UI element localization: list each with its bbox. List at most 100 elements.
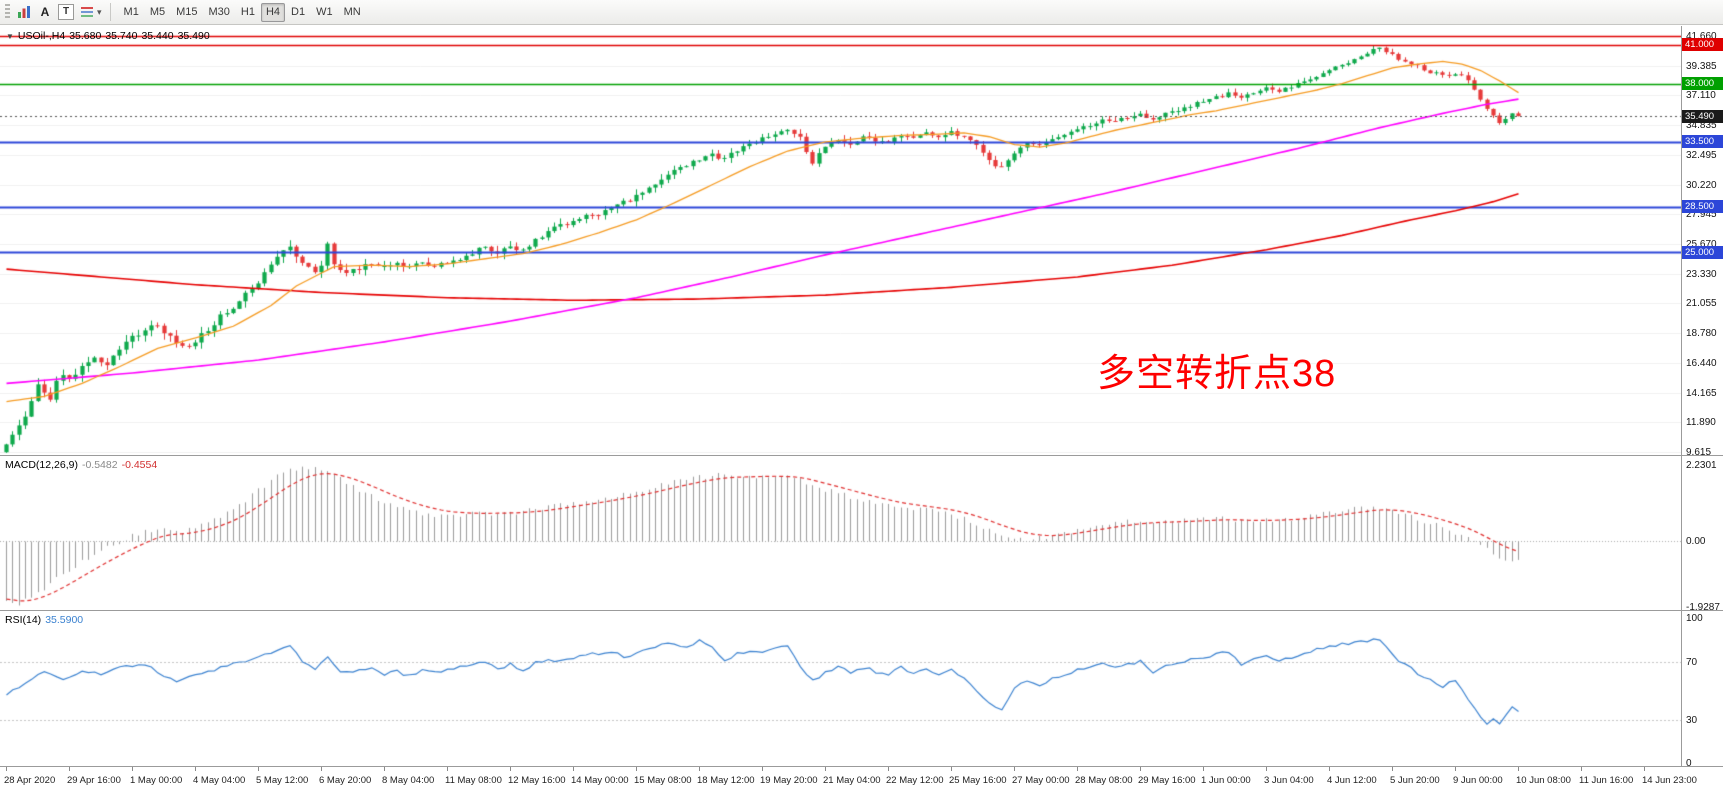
time-axis-label: 12 May 16:00: [508, 775, 566, 786]
ohlc-high: 35.740: [105, 30, 138, 42]
time-axis-tick: [573, 767, 574, 771]
time-axis-label: 21 May 04:00: [823, 775, 881, 786]
time-axis-tick: [132, 767, 133, 771]
time-axis-label: 1 Jun 00:00: [1201, 775, 1251, 786]
new-chart-icon[interactable]: [15, 3, 33, 22]
macd-scale[interactable]: 2.2301 0.00 -1.9287: [1681, 456, 1723, 613]
toolbar-separator: [109, 3, 111, 21]
time-axis-tick: [888, 767, 889, 771]
time-axis-label: 28 Apr 2020: [4, 775, 56, 786]
time-axis-tick: [510, 767, 511, 771]
time-axis-tick: [951, 767, 952, 771]
macd-scale-label: 2.2301: [1686, 460, 1717, 471]
time-axis-label: 11 May 08:00: [445, 775, 502, 786]
rsi-value: 35.5900: [45, 614, 84, 626]
time-axis-label: 8 May 04:00: [382, 775, 435, 786]
price-level-badge[interactable]: 25.000: [1682, 245, 1723, 259]
time-axis-tick: [447, 767, 448, 771]
time-axis-tick: [1266, 767, 1267, 771]
toolbar: A T ▾ M1 M5 M15 M30 H1 H4 D1 W1 MN: [0, 0, 1723, 25]
price-level-badge[interactable]: 33.500: [1682, 135, 1723, 149]
rsi-panel: RSI(14) 35.5900 100 70 30 0: [0, 610, 1723, 769]
tf-button-h4[interactable]: H4: [260, 2, 286, 22]
chart-annotation: 多空转折点38: [1097, 353, 1337, 395]
time-axis-tick: [1581, 767, 1582, 771]
time-axis-label: 4 May 04:00: [193, 775, 246, 786]
time-axis-tick: [1014, 767, 1015, 771]
time-axis-tick: [1077, 767, 1078, 771]
price-scale-label: 41.660: [1686, 31, 1717, 42]
tf-button-h1[interactable]: H1: [240, 6, 255, 18]
price-chart-canvas[interactable]: [0, 26, 1681, 455]
tf-button-m5[interactable]: M5: [149, 6, 166, 18]
time-axis-tick: [1329, 767, 1330, 771]
tf-button-w1[interactable]: W1: [316, 6, 333, 18]
rsi-scale-label: 30: [1686, 714, 1698, 726]
price-scale-label: 23.330: [1686, 268, 1717, 280]
price-scale-label: 14.165: [1686, 387, 1717, 399]
macd-scale-label: 0.00: [1686, 536, 1706, 548]
time-axis-tick: [1644, 767, 1645, 771]
rsi-canvas[interactable]: [0, 611, 1681, 766]
time-axis-label: 28 May 08:00: [1075, 775, 1133, 786]
time-axis-label: 6 May 20:00: [319, 775, 372, 786]
rsi-scale-label: 100: [1686, 613, 1703, 624]
time-axis-tick: [69, 767, 70, 771]
ohlc-low: 35.440: [141, 30, 174, 42]
chevron-down-icon[interactable]: ▾: [97, 6, 102, 17]
text-tool-icon[interactable]: T: [58, 4, 74, 20]
time-axis-tick: [384, 767, 385, 771]
time-axis-label: 25 May 16:00: [949, 775, 1007, 786]
time-axis-tick: [1392, 767, 1393, 771]
macd-panel: MACD(12,26,9) -0.5482 -0.4554 2.2301 0.00 -1…: [0, 455, 1723, 613]
macd-signal-value: -0.4554: [121, 459, 158, 471]
price-panel: ▼ USOil-,H4 35.680 35.740 35.440 35.490 多空转折点…: [0, 26, 1723, 458]
time-axis-label: 4 Jun 12:00: [1327, 775, 1377, 786]
time-axis-tick: [1203, 767, 1204, 771]
time-axis-label: 22 May 12:00: [886, 775, 944, 786]
price-level-badge[interactable]: 28.500: [1682, 200, 1723, 214]
price-scale-label: 34.835: [1686, 119, 1717, 131]
macd-canvas[interactable]: [0, 456, 1681, 610]
time-axis-label: 3 Jun 04:00: [1264, 775, 1314, 786]
price-scale-label: 18.780: [1686, 328, 1717, 340]
tf-button-m1[interactable]: M1: [123, 6, 139, 18]
current-price-badge: 35.490: [1682, 109, 1723, 123]
time-axis-label: 18 May 12:00: [697, 775, 755, 786]
price-scale[interactable]: 41.660 39.385 37.110 34.835 32.495 30.220 27.9…: [1681, 26, 1723, 458]
price-scale-label: 39.385: [1686, 60, 1717, 72]
tf-button-m15[interactable]: M15: [176, 6, 198, 18]
tf-button-mn[interactable]: MN: [343, 6, 361, 18]
toolbar-grip[interactable]: [5, 4, 10, 20]
price-level-badge[interactable]: 38.000: [1682, 77, 1723, 90]
tf-button-d1[interactable]: D1: [291, 6, 306, 18]
time-axis-label: 1 May 00:00: [130, 775, 183, 786]
rsi-name: RSI(14): [5, 614, 42, 626]
chart-dropdown-icon[interactable]: ▼: [6, 32, 14, 41]
price-scale-label: 11.890: [1686, 417, 1716, 429]
rsi-scale[interactable]: 100 70 30 0: [1681, 611, 1723, 769]
price-scale-label: 9.615: [1686, 447, 1712, 458]
time-axis-label: 29 May 16:00: [1138, 775, 1196, 786]
time-axis-label: 14 Jun 23:00: [1642, 775, 1697, 786]
time-axis-tick: [699, 767, 700, 771]
macd-value: -0.5482: [81, 459, 118, 471]
rsi-scale-label: 0: [1686, 758, 1692, 769]
price-scale-label: 21.055: [1686, 298, 1717, 310]
time-axis-tick: [762, 767, 763, 771]
time-axis-label: 29 Apr 16:00: [67, 775, 121, 786]
time-axis-label: 19 May 20:00: [760, 775, 818, 786]
tf-button-m30[interactable]: M30: [208, 6, 230, 18]
price-level-badge[interactable]: 41.000: [1682, 38, 1723, 52]
price-scale-label: 32.495: [1686, 149, 1717, 161]
time-axis[interactable]: 28 Apr 2020 29 Apr 16:00 1 May 00:00 4 May …: [0, 766, 1723, 794]
annotation-tool-icon[interactable]: A: [40, 5, 50, 19]
time-axis-label: 5 May 12:00: [256, 775, 309, 786]
time-axis-tick: [258, 767, 259, 771]
time-axis-label: 10 Jun 08:00: [1516, 775, 1571, 786]
time-axis-tick: [1140, 767, 1141, 771]
line-style-icon[interactable]: [78, 3, 96, 22]
price-scale-label: 37.110: [1686, 90, 1716, 102]
price-scale-label: 16.440: [1686, 358, 1717, 370]
